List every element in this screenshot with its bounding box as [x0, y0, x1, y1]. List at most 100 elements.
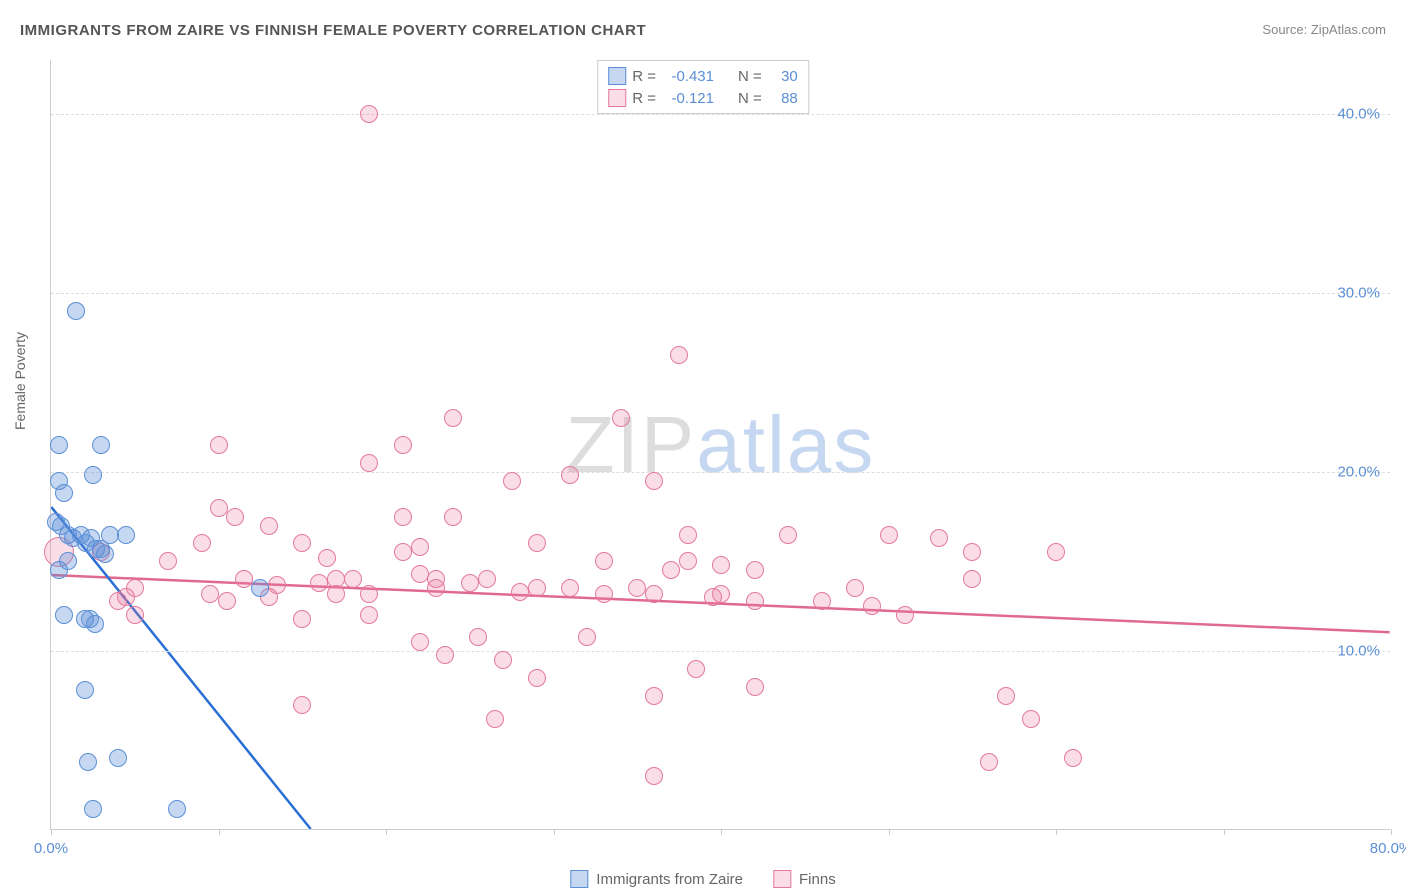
data-point-pink [411, 538, 429, 556]
data-point-pink [687, 660, 705, 678]
data-point-pink [846, 579, 864, 597]
data-point-pink [896, 606, 914, 624]
r-value: -0.121 [662, 90, 714, 107]
data-point-pink [813, 592, 831, 610]
data-point-blue [168, 800, 186, 818]
data-point-pink [980, 753, 998, 771]
data-point-pink [226, 508, 244, 526]
x-tick [1391, 829, 1392, 835]
data-point-pink [561, 466, 579, 484]
x-tick-label: 80.0% [1370, 840, 1406, 857]
data-point-pink [427, 579, 445, 597]
data-point-pink [218, 592, 236, 610]
scatter-plot: ZIPatlas 10.0%20.0%30.0%40.0%0.0%80.0% [50, 60, 1390, 830]
data-point-pink [201, 585, 219, 603]
n-label: N = [738, 90, 762, 107]
data-point-pink [486, 710, 504, 728]
data-point-blue [55, 606, 73, 624]
y-tick-label: 40.0% [1337, 105, 1380, 122]
trend-lines [51, 60, 1390, 829]
data-point-pink [645, 687, 663, 705]
data-point-pink [210, 499, 228, 517]
x-tick [1056, 829, 1057, 835]
data-point-pink [318, 549, 336, 567]
n-value: 30 [768, 68, 798, 85]
r-label: R = [632, 90, 656, 107]
data-point-pink [963, 570, 981, 588]
chart-title: IMMIGRANTS FROM ZAIRE VS FINNISH FEMALE … [20, 22, 646, 39]
data-point-pink [310, 574, 328, 592]
data-point-pink [344, 570, 362, 588]
y-tick-label: 20.0% [1337, 463, 1380, 480]
x-tick [889, 829, 890, 835]
data-point-pink [210, 436, 228, 454]
data-point-pink [779, 526, 797, 544]
data-point-pink [444, 409, 462, 427]
data-point-blue [86, 615, 104, 633]
data-point-blue [50, 561, 68, 579]
data-point-pink [679, 552, 697, 570]
data-point-pink [528, 669, 546, 687]
data-point-pink [360, 454, 378, 472]
r-value: -0.431 [662, 68, 714, 85]
data-point-blue [251, 579, 269, 597]
source-attribution: Source: ZipAtlas.com [1262, 22, 1386, 37]
data-point-pink [235, 570, 253, 588]
data-point-pink [528, 579, 546, 597]
data-point-pink [595, 552, 613, 570]
data-point-pink [712, 585, 730, 603]
data-point-pink [679, 526, 697, 544]
data-point-pink [394, 436, 412, 454]
data-point-pink [159, 552, 177, 570]
source-label: Source: [1262, 22, 1307, 37]
gridline [51, 293, 1390, 294]
legend-swatch [608, 89, 626, 107]
data-point-pink [360, 606, 378, 624]
data-point-pink [645, 585, 663, 603]
data-point-blue [109, 749, 127, 767]
data-point-blue [76, 681, 94, 699]
y-tick-label: 10.0% [1337, 642, 1380, 659]
x-tick [386, 829, 387, 835]
data-point-pink [645, 767, 663, 785]
data-point-pink [360, 585, 378, 603]
data-point-pink [503, 472, 521, 490]
data-point-pink [394, 543, 412, 561]
data-point-blue [117, 526, 135, 544]
data-point-pink [293, 534, 311, 552]
data-point-pink [469, 628, 487, 646]
data-point-pink [712, 556, 730, 574]
data-point-pink [193, 534, 211, 552]
x-tick [1224, 829, 1225, 835]
legend-row: R =-0.121N =88 [608, 87, 798, 109]
data-point-pink [930, 529, 948, 547]
data-point-pink [394, 508, 412, 526]
data-point-blue [84, 466, 102, 484]
x-tick [721, 829, 722, 835]
data-point-pink [494, 651, 512, 669]
data-point-pink [260, 517, 278, 535]
data-point-pink [578, 628, 596, 646]
legend-swatch [773, 870, 791, 888]
data-point-pink [411, 633, 429, 651]
data-point-pink [1047, 543, 1065, 561]
gridline [51, 472, 1390, 473]
data-point-pink [327, 570, 345, 588]
data-point-pink [612, 409, 630, 427]
data-point-pink [561, 579, 579, 597]
data-point-pink [1022, 710, 1040, 728]
legend-item: Finns [773, 870, 836, 888]
legend-item: Immigrants from Zaire [570, 870, 743, 888]
y-tick-label: 30.0% [1337, 284, 1380, 301]
source-link[interactable]: ZipAtlas.com [1311, 22, 1386, 37]
data-point-pink [1064, 749, 1082, 767]
data-point-pink [268, 576, 286, 594]
data-point-pink [746, 592, 764, 610]
legend-label: Immigrants from Zaire [596, 871, 743, 888]
data-point-blue [50, 436, 68, 454]
n-label: N = [738, 68, 762, 85]
correlation-legend: R =-0.431N =30R =-0.121N =88 [597, 60, 809, 114]
data-point-blue [79, 753, 97, 771]
data-point-pink [997, 687, 1015, 705]
data-point-blue [96, 545, 114, 563]
